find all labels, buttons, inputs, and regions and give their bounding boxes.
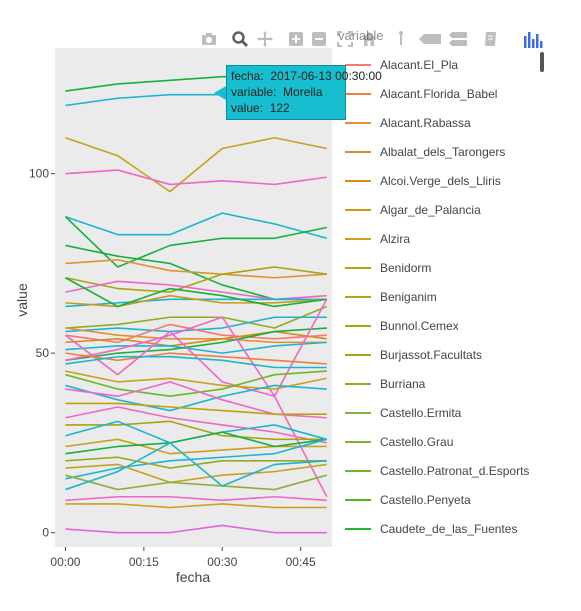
spike-icon[interactable] (392, 30, 410, 48)
x-axis-ticks: 00:00 00:15 00:30 00:45 (50, 547, 316, 569)
series-line[interactable] (65, 431, 327, 455)
series-line[interactable] (65, 370, 327, 390)
tooltip-pointer (214, 86, 226, 100)
series-line[interactable] (65, 384, 327, 412)
camera-icon[interactable] (200, 30, 218, 48)
y-tick-label: 0 (42, 526, 49, 540)
legend-item-label[interactable]: Alzira (380, 232, 410, 246)
tooltip-fecha-value: 2017-06-13 00:30:00 (270, 69, 382, 83)
series-line[interactable] (65, 294, 327, 308)
series-line[interactable] (65, 277, 327, 308)
legend-item-label[interactable]: Alcoi.Verge_dels_Lliris (380, 174, 501, 188)
series-line[interactable] (65, 330, 327, 347)
legend-item-label[interactable]: Beniganim (380, 290, 437, 304)
series-line[interactable] (65, 327, 327, 344)
zoom-in-icon[interactable] (287, 30, 305, 48)
series-line[interactable] (65, 438, 327, 480)
series-line[interactable] (65, 370, 327, 398)
series-line[interactable] (64, 216, 327, 268)
series-line[interactable] (65, 327, 327, 362)
zoom-out-icon[interactable] (310, 30, 328, 48)
y-tick-label: 100 (29, 167, 49, 181)
home-icon[interactable] (360, 30, 378, 48)
legend-item-label[interactable]: Castello.Ermita (380, 406, 462, 420)
legend-item-label[interactable]: Castello.Grau (380, 435, 453, 449)
tooltip-variable-value: Morella (283, 85, 323, 99)
series-line[interactable] (65, 136, 327, 193)
y-axis-title: value (14, 283, 30, 317)
series-line[interactable] (65, 442, 327, 491)
series-line[interactable] (65, 406, 327, 444)
series-line[interactable] (65, 402, 327, 415)
legend-item-label[interactable]: Alacant.El_Pla (380, 58, 458, 72)
tooltip-fecha-label: fecha: (231, 69, 264, 83)
tooltip-value-row: value: 122 (231, 100, 345, 116)
series-line[interactable] (64, 330, 328, 498)
legend-item-label[interactable]: Albalat_dels_Tarongers (380, 145, 505, 159)
legend-item-label[interactable]: Castello.Patronat_d.Esports (380, 464, 529, 478)
hover-tooltip: fecha: 2017-06-13 00:30:00 variable: Mor… (226, 65, 382, 120)
legend-item-label[interactable]: Alacant.Rabassa (380, 116, 471, 130)
edit-icon[interactable] (482, 30, 500, 48)
legend-item-label[interactable]: Burjassot.Facultats (380, 348, 482, 362)
legend-item-label[interactable]: Benidorm (380, 261, 431, 275)
series-line[interactable] (65, 438, 327, 455)
tooltip-fecha-row: fecha: 2017-06-13 00:30:00 (231, 68, 382, 84)
modebar (198, 30, 548, 50)
series-line[interactable] (65, 524, 327, 534)
x-tick-label: 00:00 (50, 555, 80, 569)
series-line[interactable] (65, 212, 327, 240)
series-line[interactable] (65, 266, 327, 293)
series-line[interactable] (65, 420, 327, 441)
pan-icon[interactable] (256, 30, 274, 48)
plotly-logo-icon[interactable] (522, 30, 546, 48)
series-line[interactable] (65, 298, 328, 398)
y-tick-label: 50 (36, 346, 50, 360)
legend-item-label[interactable]: Alacant.Florida_Babel (380, 87, 497, 101)
x-axis-title: fecha (176, 569, 210, 585)
series-line[interactable] (65, 305, 328, 329)
x-tick-label: 00:45 (286, 555, 316, 569)
series-line[interactable] (65, 503, 327, 509)
series-line[interactable] (65, 352, 327, 365)
tooltip-variable-row: variable: Morella (231, 84, 345, 100)
y-axis-ticks: 0 50 100 (29, 167, 55, 540)
tooltip-variable-label: variable: (231, 85, 277, 99)
legend-scrollbar[interactable] (540, 52, 544, 72)
hover-closest-icon[interactable] (418, 30, 442, 48)
x-tick-label: 00:15 (129, 555, 159, 569)
legend-item-label[interactable]: Caudete_de_las_Fuentes (380, 522, 517, 536)
hover-compare-icon[interactable] (448, 30, 468, 48)
series-line[interactable] (65, 341, 327, 354)
autoscale-icon[interactable] (336, 30, 354, 48)
legend-title: variable (338, 28, 384, 43)
tooltip-value-value: 122 (269, 101, 290, 115)
legend-item-label[interactable]: Burriana (380, 377, 426, 391)
series-line[interactable] (65, 323, 327, 344)
legend-item-label[interactable]: Algar_de_Palancia (380, 203, 481, 217)
series-line[interactable] (65, 495, 327, 502)
series-line[interactable] (65, 169, 327, 186)
legend-item-label[interactable]: Castello.Penyeta (380, 493, 471, 507)
series-line[interactable] (65, 259, 327, 279)
tooltip-value-label: value: (231, 101, 264, 115)
series-line[interactable] (65, 355, 327, 369)
legend[interactable]: Alacant.El_Pla Alacant.Florida_Babel Alaca… (345, 58, 529, 536)
zoom-icon[interactable] (231, 30, 249, 48)
x-tick-label: 00:30 (207, 555, 237, 569)
series-line[interactable] (65, 474, 327, 491)
legend-item-label[interactable]: Bunnol.Cemex (380, 319, 459, 333)
series-lines[interactable] (64, 75, 328, 534)
series-line[interactable] (65, 463, 327, 484)
